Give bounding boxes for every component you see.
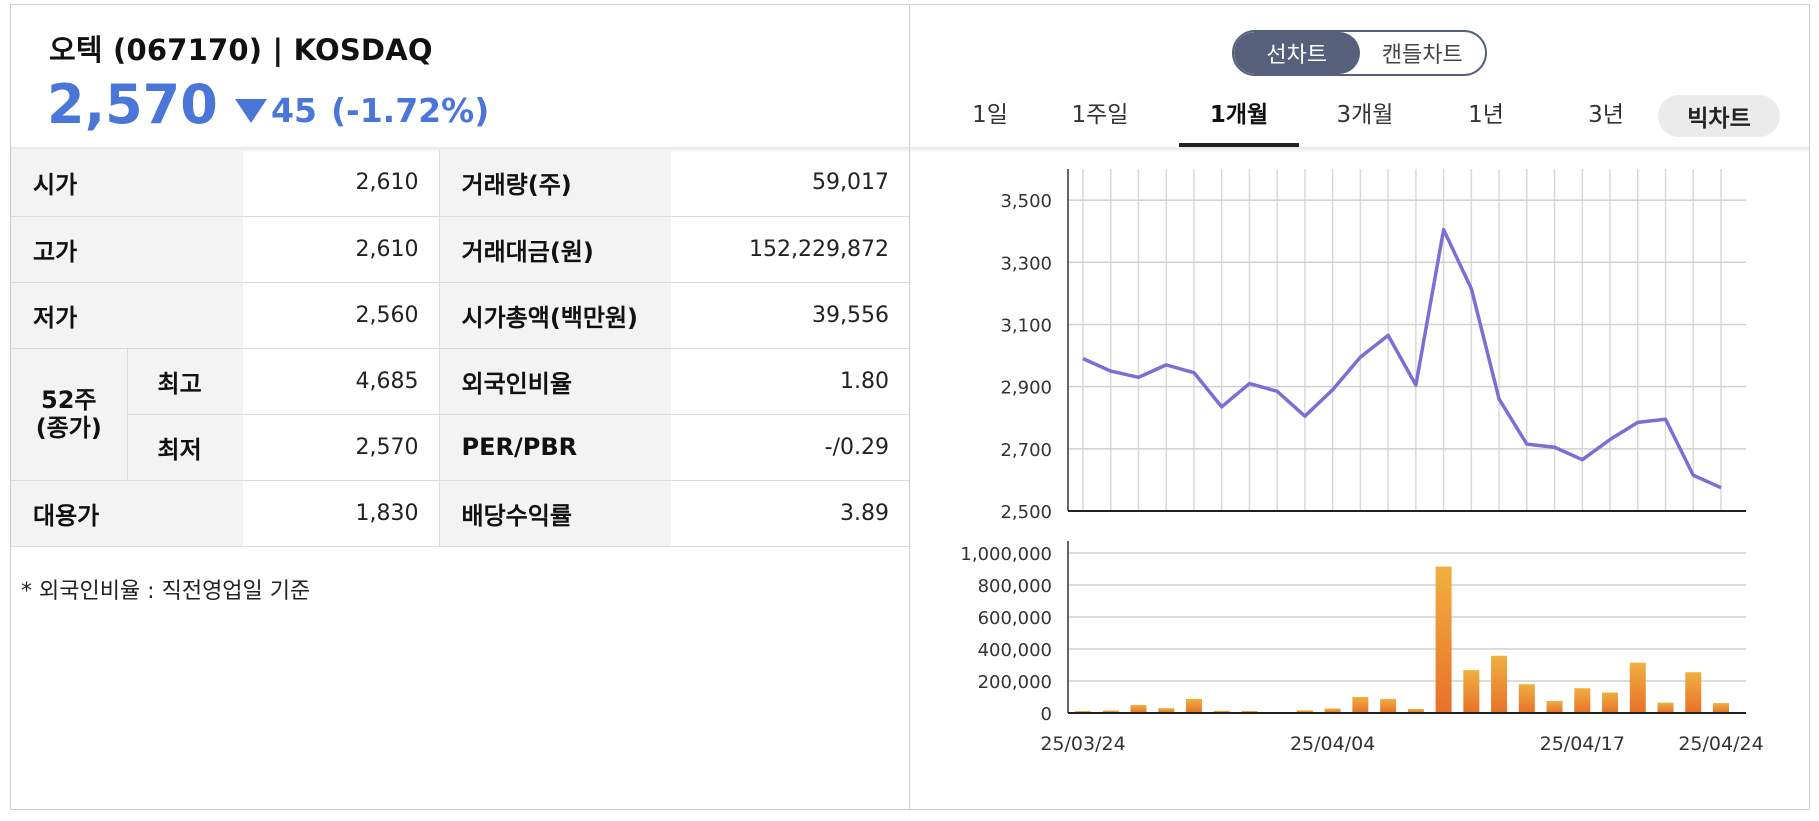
volume-y-tick-label: 200,000	[978, 672, 1052, 693]
tab-1day[interactable]: 1일	[972, 102, 1008, 128]
tab-1month[interactable]: 1개월	[1179, 95, 1299, 147]
week52-high-value: 4,685	[243, 348, 439, 415]
price-y-tick-label: 2,900	[1000, 378, 1052, 399]
volume-bar	[1657, 702, 1674, 713]
substitute-label: 대용가	[11, 480, 243, 547]
volume-bar	[1296, 710, 1313, 713]
current-price: 2,570	[47, 73, 218, 136]
dividend-value: 3.89	[671, 480, 909, 547]
low-value: 2,560	[243, 282, 439, 349]
open-value: 2,610	[243, 150, 439, 217]
high-value: 2,610	[243, 216, 439, 283]
table-row: 최저 2,570 PER/PBR -/0.29	[11, 414, 909, 481]
volume-bar	[1602, 692, 1619, 713]
volume-bar	[1574, 688, 1591, 713]
volume-bar	[1407, 709, 1424, 713]
week52-high-label: 최고	[126, 348, 243, 415]
volume-bar	[1685, 672, 1702, 713]
volume-bar	[1518, 684, 1535, 713]
volume-y-tick-label: 800,000	[978, 576, 1052, 597]
x-tick-label: 25/04/17	[1540, 733, 1625, 755]
quote-table: 시가 2,610 거래량(주) 59,017 고가 2,610 거래대금(원) …	[11, 150, 909, 547]
volume-y-tick-label: 1,000,000	[960, 544, 1052, 565]
volume-y-tick-label: 0	[1041, 704, 1052, 725]
footnote: * 외국인비율 : 직전영업일 기준	[21, 579, 311, 604]
volume-bar	[1491, 655, 1508, 713]
volume-bar	[1352, 697, 1369, 713]
volume-bar	[1463, 670, 1480, 713]
volume-bar	[1213, 710, 1230, 713]
volume-y-tick-label: 400,000	[978, 640, 1052, 661]
volume-label: 거래량(주)	[438, 150, 671, 217]
volume-bar	[1158, 708, 1175, 713]
down-triangle-icon	[235, 98, 267, 123]
week52-low-value: 2,570	[243, 414, 439, 481]
volume-bar	[1713, 703, 1729, 713]
volume-bar	[1324, 708, 1341, 713]
amount-value: 152,229,872	[671, 216, 909, 283]
low-label: 저가	[11, 282, 243, 349]
price-y-tick-label: 2,500	[1000, 502, 1052, 523]
volume-y-tick-label: 600,000	[978, 608, 1052, 629]
price-volume-chart: 3,500 3,300 3,100 2,900 2,700 2,500 1,000,000 8…	[960, 169, 1764, 755]
foreign-label: 외국인비율	[438, 348, 671, 415]
price-series-line	[1082, 227, 1722, 490]
tab-1week[interactable]: 1주일	[1071, 102, 1129, 128]
price-y-tick-label: 3,500	[1000, 191, 1052, 212]
volume-bar	[1629, 662, 1646, 713]
table-row: 저가 2,560 시가총액(백만원) 39,556	[11, 282, 909, 349]
volume-value: 59,017	[671, 150, 909, 217]
change-amount: 45	[271, 91, 317, 130]
table-row: 52주 (종가) 최고 4,685 외국인비율 1.80	[11, 348, 909, 481]
volume-bar	[1241, 710, 1258, 713]
open-label: 시가	[11, 150, 243, 217]
foreign-value: 1.80	[671, 348, 909, 415]
price-change: 45 (-1.72%)	[235, 91, 489, 130]
tabs-divider	[910, 147, 1809, 153]
line-chart-button[interactable]: 선차트	[1234, 32, 1360, 74]
tab-3year[interactable]: 3년	[1588, 102, 1624, 128]
price-y-tick-label: 2,700	[1000, 440, 1052, 461]
period-tabs: 1일 1주일 1개월 3개월 1년 3년	[910, 95, 1809, 147]
tab-1year[interactable]: 1년	[1468, 102, 1504, 128]
high-label: 고가	[11, 216, 243, 283]
chart-panel: 선차트 캔들차트 1일 1주일 1개월 3개월 1년 3년 빅차트 3,500 3…	[909, 4, 1810, 810]
candle-chart-button[interactable]: 캔들차트	[1381, 43, 1463, 68]
substitute-value: 1,830	[243, 480, 439, 547]
perpbr-label: PER/PBR	[438, 414, 671, 481]
chart-type-toggle[interactable]: 선차트 캔들차트	[1232, 30, 1487, 76]
volume-bar	[1185, 698, 1202, 713]
x-tick-label: 25/04/04	[1290, 733, 1375, 755]
big-chart-button[interactable]: 빅차트	[1658, 95, 1780, 137]
x-tick-label: 25/03/24	[1040, 733, 1125, 755]
volume-bar	[1130, 705, 1147, 713]
stock-title: 오텍 (067170) | KOSDAQ	[49, 33, 433, 67]
table-row: 시가 2,610 거래량(주) 59,017	[11, 150, 909, 217]
x-tick-label: 25/04/24	[1678, 733, 1763, 755]
volume-bar	[1546, 701, 1563, 713]
stock-info-panel: 오텍 (067170) | KOSDAQ 2,570 45 (-1.72%) 시…	[10, 4, 910, 810]
dividend-label: 배당수익률	[438, 480, 671, 547]
volume-bar	[1435, 566, 1452, 713]
amount-label: 거래대금(원)	[438, 216, 671, 283]
mktcap-label: 시가총액(백만원)	[438, 282, 671, 349]
volume-bar	[1380, 698, 1397, 713]
price-y-tick-label: 3,300	[1000, 253, 1052, 274]
tab-3month[interactable]: 3개월	[1336, 102, 1394, 128]
price-y-tick-label: 3,100	[1000, 315, 1052, 336]
perpbr-value: -/0.29	[671, 414, 909, 481]
change-percent: (-1.72%)	[330, 91, 490, 130]
table-row: 고가 2,610 거래대금(원) 152,229,872	[11, 216, 909, 283]
week52-low-label: 최저	[126, 414, 243, 481]
mktcap-value: 39,556	[671, 282, 909, 349]
volume-bar	[1102, 710, 1119, 713]
table-row: 대용가 1,830 배당수익률 3.89	[11, 480, 909, 547]
week52-label: 52주 (종가)	[11, 348, 127, 481]
